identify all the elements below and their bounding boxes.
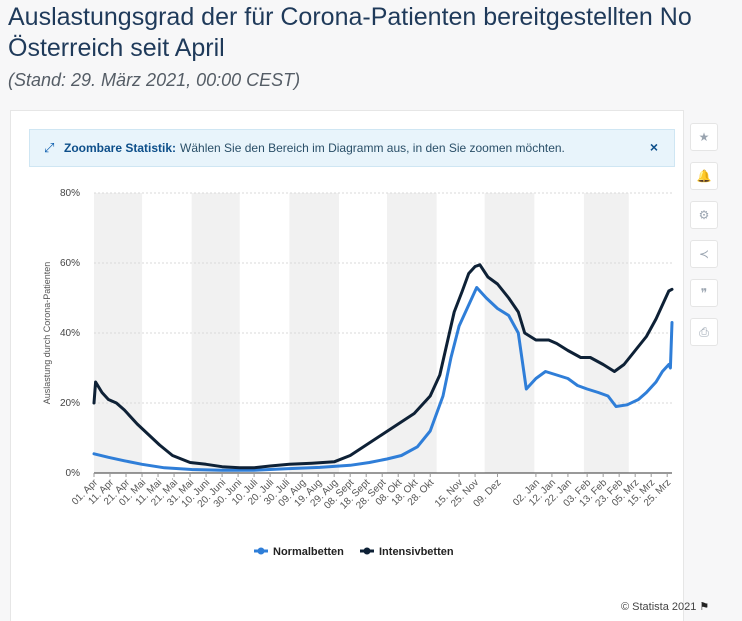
y-axis-ticks: 0% 20% 40% 60% 80% <box>60 188 80 479</box>
series-line-intensivbetten[interactable] <box>92 263 674 470</box>
chart-grid <box>94 192 672 474</box>
chart-legend[interactable]: Normalbetten Intensivbetten <box>254 546 454 558</box>
page-subtitle: (Stand: 29. März 2021, 00:00 CEST) <box>8 70 301 90</box>
notify-button[interactable]: 🔔 <box>690 162 718 190</box>
page-title-line-2: Österreich seit April <box>8 34 225 62</box>
quote-icon: ❞ <box>700 286 708 300</box>
y-tick-label: 60% <box>60 258 80 269</box>
legend-marker <box>363 547 371 555</box>
banner-strong-label: Zoombare Statistik: <box>64 141 177 155</box>
legend-label[interactable]: Normalbetten <box>273 546 344 558</box>
settings-button[interactable]: ⚙ <box>690 201 718 229</box>
star-icon: ★ <box>698 130 710 144</box>
chart-series[interactable] <box>92 263 674 472</box>
flag-icon[interactable]: ⚑ <box>699 601 710 613</box>
close-icon[interactable]: × <box>649 139 658 155</box>
credit[interactable]: © Statista 2021 ⚑ <box>621 600 709 613</box>
share-button[interactable]: ≺ <box>690 240 718 268</box>
y-tick-label: 0% <box>66 468 81 479</box>
gear-icon: ⚙ <box>698 208 710 222</box>
credit-text: © Statista 2021 <box>621 601 697 613</box>
zoom-info-banner: ⤢ Zoombare Statistik: Wählen Sie den Ber… <box>29 129 675 167</box>
legend-marker <box>257 547 265 555</box>
side-toolbar: ★ 🔔 ⚙ ≺ ❞ ⎙ <box>690 123 718 357</box>
banner-text: Wählen Sie den Bereich im Diagramm aus, … <box>180 141 565 155</box>
legend-label[interactable]: Intensivbetten <box>379 546 454 558</box>
y-tick-label: 80% <box>60 188 80 199</box>
share-icon: ≺ <box>698 247 710 261</box>
y-tick-label: 40% <box>60 328 80 339</box>
cite-button[interactable]: ❞ <box>690 279 718 307</box>
series-line-normalbetten[interactable] <box>92 286 674 472</box>
expand-arrows-icon: ⤢ <box>44 140 55 155</box>
y-tick-label: 20% <box>60 398 80 409</box>
bell-icon: 🔔 <box>696 169 712 183</box>
line-chart[interactable]: 0% 20% 40% 60% 80% Auslastung durch Corona-P… <box>0 0 742 600</box>
favorite-button[interactable]: ★ <box>690 123 718 151</box>
print-icon: ⎙ <box>699 324 709 339</box>
print-button[interactable]: ⎙ <box>690 318 718 346</box>
y-axis-label: Auslastung durch Corona-Patienten <box>42 262 52 405</box>
page-title: Auslastungsgrad der für Corona-Patienten… <box>8 2 742 64</box>
page-title-line-1: Auslastungsgrad der für Corona-Patienten… <box>8 3 692 31</box>
